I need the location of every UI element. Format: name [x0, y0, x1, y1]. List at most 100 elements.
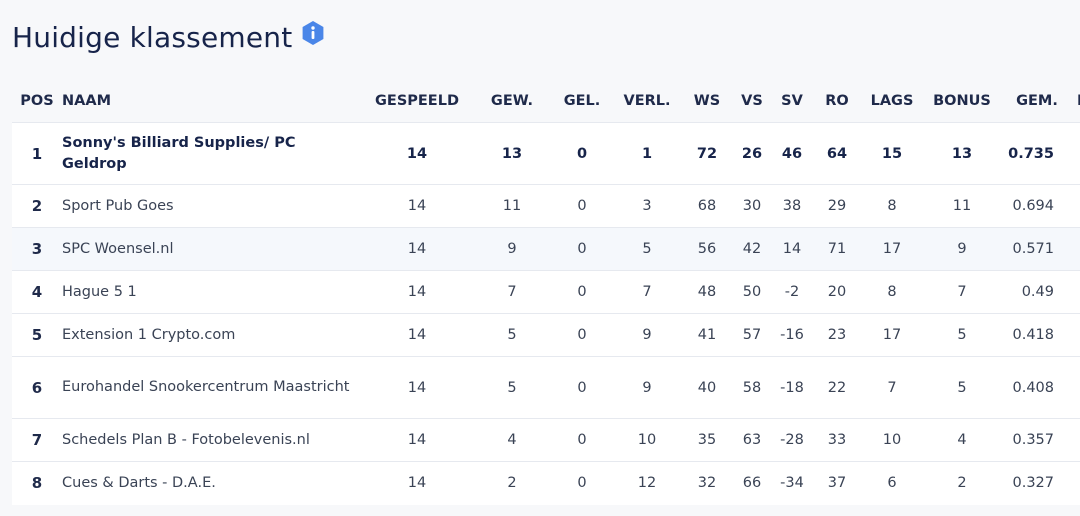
cell-team-name[interactable]: Schedels Plan B - Fotobelevenis.nl	[62, 431, 310, 448]
col-header-gespeeld[interactable]: GESPEELD	[375, 93, 459, 109]
cell-bonus: 7	[957, 284, 967, 300]
cell-gel: 0	[577, 432, 587, 448]
cell-ro: 64	[826, 145, 848, 162]
cell-gew: 13	[501, 145, 523, 162]
cell-sv: -18	[780, 379, 804, 396]
cell-pnt: 34	[1072, 462, 1080, 505]
col-header-pos[interactable]: POS	[20, 93, 54, 109]
cell-gew: 7	[507, 284, 517, 300]
cell-team-name[interactable]: Extension 1 Crypto.com	[62, 326, 236, 343]
cell-team-name[interactable]: Eurohandel Snookercentrum Maastricht	[62, 379, 350, 395]
cell-ws: 48	[697, 284, 717, 300]
cell-lags: 17	[882, 241, 902, 257]
cell-gem: 0.49	[1021, 284, 1054, 300]
cell-gel: 0	[577, 327, 587, 343]
page-title: Huidige klassement	[12, 21, 293, 54]
cell-bonus: 11	[952, 198, 972, 214]
cell-gespeeld: 14	[407, 198, 427, 214]
table-row[interactable]: 8 Cues & Darts - D.A.E. 14 2 0 12 32 66 …	[12, 461, 1080, 505]
cell-lags: 6	[887, 475, 897, 492]
cell-team-name[interactable]: Sonny's Billiard Supplies/ PC Geldrop	[62, 134, 296, 172]
cell-gew: 5	[507, 327, 517, 343]
cell-gem: 0.327	[1012, 475, 1054, 492]
cell-team-name[interactable]: Hague 5 1	[62, 283, 137, 300]
cell-ro: 71	[827, 241, 847, 257]
cell-gem: 0.408	[1012, 379, 1054, 396]
col-header-gem[interactable]: GEM.	[1016, 93, 1058, 109]
cell-gespeeld: 14	[407, 241, 427, 257]
cell-vs: 63	[742, 432, 762, 448]
cell-gew: 11	[502, 198, 522, 214]
col-header-lags[interactable]: LAGS	[870, 93, 914, 109]
cell-verl: 1	[641, 145, 653, 162]
cell-vs: 42	[742, 241, 762, 257]
cell-verl: 3	[642, 198, 652, 214]
cell-team-name[interactable]: SPC Woensel.nl	[62, 240, 174, 257]
cell-gel: 0	[576, 145, 588, 162]
table-row[interactable]: 4 Hague 5 1 14 7 0 7 48 50 -2 20 8 7 0.4…	[12, 270, 1080, 314]
info-icon[interactable]	[300, 20, 326, 46]
cell-ro: 23	[827, 327, 847, 343]
table-row[interactable]: 6 Eurohandel Snookercentrum Maastricht 1…	[12, 356, 1080, 419]
col-header-sv[interactable]: SV	[781, 93, 803, 109]
page-header: Huidige klassement	[12, 18, 326, 58]
cell-ro: 29	[827, 198, 847, 214]
cell-pos: 8	[31, 474, 43, 493]
col-header-bonus[interactable]: BONUS	[933, 93, 991, 109]
cell-sv: 14	[782, 241, 802, 257]
cell-gew: 9	[507, 241, 517, 257]
cell-pnt: 39	[1072, 419, 1080, 462]
cell-gel: 0	[577, 241, 587, 257]
table-header-row: POS NAAM GESPEELD GEW. GEL. VERL. WS VS …	[12, 80, 1080, 123]
cell-verl: 7	[642, 284, 652, 300]
cell-sv: 46	[781, 145, 803, 162]
cell-gel: 0	[577, 284, 587, 300]
cell-gespeeld: 14	[406, 145, 428, 162]
cell-verl: 12	[637, 475, 657, 492]
cell-ws: 41	[697, 327, 717, 343]
cell-ws: 56	[697, 241, 717, 257]
cell-sv: -16	[780, 327, 804, 343]
cell-pos: 3	[31, 240, 43, 258]
cell-gespeeld: 14	[407, 379, 427, 396]
cell-gel: 0	[577, 475, 587, 492]
table-row[interactable]: 2 Sport Pub Goes 14 11 0 3 68 30 38 29 8…	[12, 184, 1080, 228]
cell-vs: 57	[742, 327, 762, 343]
cell-pnt: 46	[1072, 314, 1080, 357]
cell-team-name[interactable]: Sport Pub Goes	[62, 197, 174, 214]
cell-bonus: 4	[957, 432, 967, 448]
col-header-naam[interactable]: NAAM	[62, 93, 112, 109]
cell-gew: 5	[507, 379, 517, 396]
cell-pos: 2	[31, 197, 43, 215]
col-header-ws[interactable]: WS	[693, 93, 721, 109]
table-row[interactable]: 1 Sonny's Billiard Supplies/ PC Geldrop …	[12, 122, 1080, 185]
cell-verl: 9	[642, 327, 652, 343]
cell-pos: 7	[31, 431, 43, 449]
cell-team-name[interactable]: Cues & Darts - D.A.E.	[62, 474, 216, 491]
standings-table: POS NAAM GESPEELD GEW. GEL. VERL. WS VS …	[12, 80, 1080, 505]
cell-verl: 10	[637, 432, 657, 448]
cell-ws: 40	[697, 379, 717, 396]
cell-pos: 5	[31, 326, 43, 344]
col-header-verl[interactable]: VERL.	[623, 93, 671, 109]
col-header-gel[interactable]: GEL.	[563, 93, 601, 109]
table-row[interactable]: 5 Extension 1 Crypto.com 14 5 0 9 41 57 …	[12, 313, 1080, 357]
table-row[interactable]: 3 SPC Woensel.nl 14 9 0 5 56 42 14 71 17…	[12, 227, 1080, 271]
cell-ws: 68	[697, 198, 717, 214]
cell-pnt: 79	[1072, 185, 1080, 228]
col-header-gew[interactable]: GEW.	[490, 93, 534, 109]
cell-verl: 5	[642, 241, 652, 257]
cell-vs: 50	[742, 284, 762, 300]
cell-sv: -34	[780, 475, 804, 492]
col-header-vs[interactable]: VS	[741, 93, 763, 109]
cell-pos: 1	[31, 144, 43, 163]
cell-sv: -28	[780, 432, 804, 448]
cell-sv: -2	[784, 284, 800, 300]
cell-gem: 0.418	[1012, 327, 1054, 343]
cell-bonus: 9	[957, 241, 967, 257]
col-header-pnt[interactable]: PNT.	[1072, 80, 1080, 123]
table-row[interactable]: 7 Schedels Plan B - Fotobelevenis.nl 14 …	[12, 418, 1080, 462]
col-header-ro[interactable]: RO	[825, 93, 849, 109]
cell-bonus: 2	[957, 475, 967, 492]
cell-gew: 4	[507, 432, 517, 448]
